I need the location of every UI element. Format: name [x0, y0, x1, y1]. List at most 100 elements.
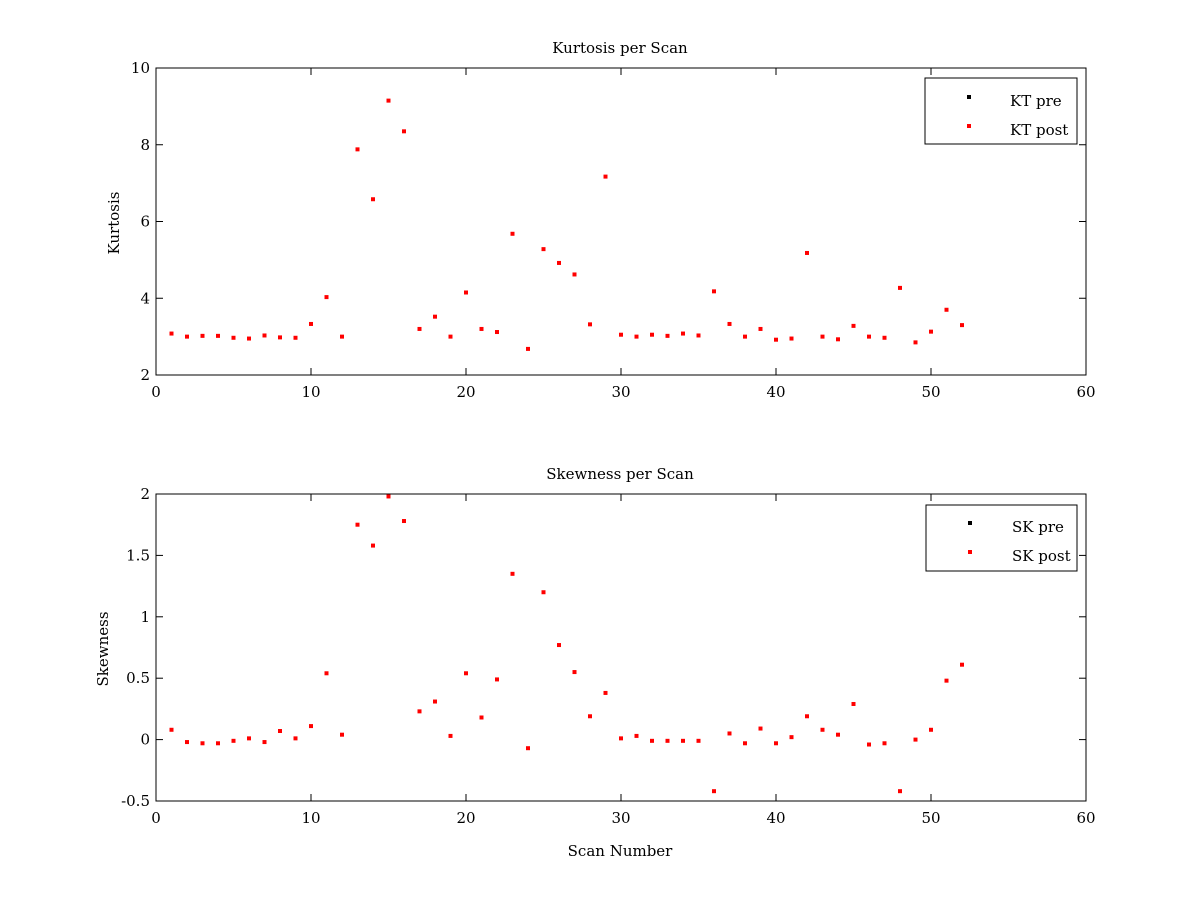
- kurtosis-point-post: [541, 247, 546, 252]
- skewness-y-tick-label: 0: [140, 731, 150, 749]
- skewness-point-post: [340, 732, 344, 737]
- kurtosis-point-post: [712, 289, 716, 294]
- kurtosis-legend: KT pre KT post: [924, 77, 1078, 145]
- kurtosis-point-post: [960, 323, 964, 328]
- kurtosis-point-post: [836, 337, 840, 342]
- kurtosis-point-post: [479, 326, 484, 331]
- skewness-point-post: [774, 741, 778, 746]
- kurtosis-point-post: [944, 307, 949, 312]
- kurtosis-legend-box: [924, 77, 1078, 145]
- skewness-point-post: [882, 741, 887, 746]
- skewness-legend-marker-post: [968, 550, 972, 554]
- kurtosis-point-post: [216, 333, 220, 338]
- skewness-chart-title: Skewness per Scan: [546, 465, 694, 483]
- kurtosis-legend-marker-post: [967, 124, 971, 128]
- skewness-y-tick-label: 2: [140, 485, 150, 503]
- kurtosis-point-post: [882, 335, 887, 340]
- kurtosis-chart: Kurtosis per Scan Kurtosis 0 10 20 30 40 50 60…: [105, 39, 1096, 401]
- skewness-legend-label-pre: SK pre: [1012, 518, 1064, 536]
- kurtosis-point-post: [743, 334, 747, 339]
- skewness-legend: SK pre SK post: [925, 504, 1078, 572]
- kurtosis-x-tick-label: 20: [456, 383, 475, 401]
- kurtosis-point-post: [340, 334, 344, 339]
- skewness-point-post: [913, 737, 918, 742]
- kurtosis-point-post: [696, 333, 701, 338]
- skewness-point-post: [262, 740, 267, 745]
- kurtosis-point-post: [247, 336, 251, 341]
- kurtosis-x-tick-label: 40: [766, 383, 785, 401]
- skewness-point-post: [169, 727, 174, 732]
- skewness-point-post: [572, 670, 577, 675]
- skewness-point-post: [867, 742, 871, 747]
- kurtosis-point-post: [324, 295, 329, 300]
- kurtosis-x-tick-label: 10: [301, 383, 320, 401]
- skewness-point-post: [898, 789, 902, 794]
- skewness-point-post: [851, 701, 856, 706]
- skewness-y-tick-label: 1.5: [126, 546, 150, 564]
- kurtosis-point-post: [588, 322, 592, 327]
- skewness-point-post: [231, 738, 236, 743]
- skewness-point-post: [681, 738, 685, 743]
- skewness-point-post: [417, 709, 422, 714]
- kurtosis-point-post: [929, 329, 933, 334]
- skewness-point-post: [479, 715, 484, 720]
- skewness-y-tick-label: 1: [140, 608, 150, 626]
- kurtosis-point-post: [634, 334, 639, 339]
- kurtosis-point-post: [417, 326, 422, 331]
- kurtosis-point-post: [851, 323, 856, 328]
- skewness-point-post: [371, 543, 375, 548]
- kurtosis-point-post: [805, 250, 809, 255]
- skewness-point-post: [758, 726, 763, 731]
- skewness-point-post: [650, 738, 654, 743]
- kurtosis-point-post: [820, 334, 825, 339]
- skewness-legend-marker-pre: [968, 521, 972, 525]
- kurtosis-point-post: [278, 335, 282, 340]
- skewness-point-post: [634, 733, 639, 738]
- skewness-point-post: [293, 736, 298, 741]
- skewness-x-tick-label: 50: [921, 809, 940, 827]
- skewness-point-post: [495, 677, 499, 682]
- skewness-point-post: [185, 740, 189, 745]
- kurtosis-y-tick-label: 8: [140, 136, 150, 154]
- skewness-y-tick-label: -0.5: [121, 792, 150, 810]
- skewness-point-post: [386, 494, 391, 499]
- skewness-point-post: [355, 522, 360, 527]
- kurtosis-point-post: [650, 332, 654, 337]
- skewness-point-post: [278, 729, 282, 734]
- skewness-point-post: [836, 732, 840, 737]
- kurtosis-point-post: [913, 340, 918, 345]
- skewness-point-post: [433, 699, 437, 704]
- kurtosis-point-post: [293, 335, 298, 340]
- skewness-y-tick-label: 0.5: [126, 669, 150, 687]
- kurtosis-y-tick-label: 6: [140, 213, 150, 231]
- kurtosis-point-post: [774, 337, 778, 342]
- kurtosis-point-post: [510, 231, 515, 236]
- kurtosis-legend-label-post: KT post: [1010, 121, 1068, 139]
- kurtosis-point-post: [681, 331, 685, 336]
- skewness-point-post: [960, 662, 964, 667]
- kurtosis-x-tick-label: 30: [611, 383, 630, 401]
- skewness-point-post: [324, 671, 329, 676]
- skewness-x-axis-label: Scan Number: [568, 842, 674, 860]
- skewness-point-post: [200, 741, 205, 746]
- skewness-point-post: [944, 678, 949, 683]
- skewness-point-post: [216, 741, 220, 746]
- kurtosis-point-post: [386, 98, 391, 103]
- kurtosis-legend-marker-pre: [967, 95, 971, 99]
- skewness-point-post: [510, 571, 515, 576]
- kurtosis-x-tick-label: 60: [1076, 383, 1095, 401]
- kurtosis-point-post: [665, 333, 670, 338]
- kurtosis-point-post: [309, 321, 313, 326]
- skewness-point-post: [603, 690, 608, 695]
- skewness-x-tick-label: 10: [301, 809, 320, 827]
- skewness-point-post: [727, 731, 732, 736]
- kurtosis-point-post: [495, 330, 499, 335]
- skewness-point-post: [541, 590, 546, 595]
- skewness-point-post: [820, 727, 825, 732]
- skewness-point-post: [743, 741, 747, 746]
- kurtosis-x-tick-label: 50: [921, 383, 940, 401]
- skewness-point-post: [464, 671, 468, 676]
- kurtosis-y-tick-label: 10: [131, 59, 150, 77]
